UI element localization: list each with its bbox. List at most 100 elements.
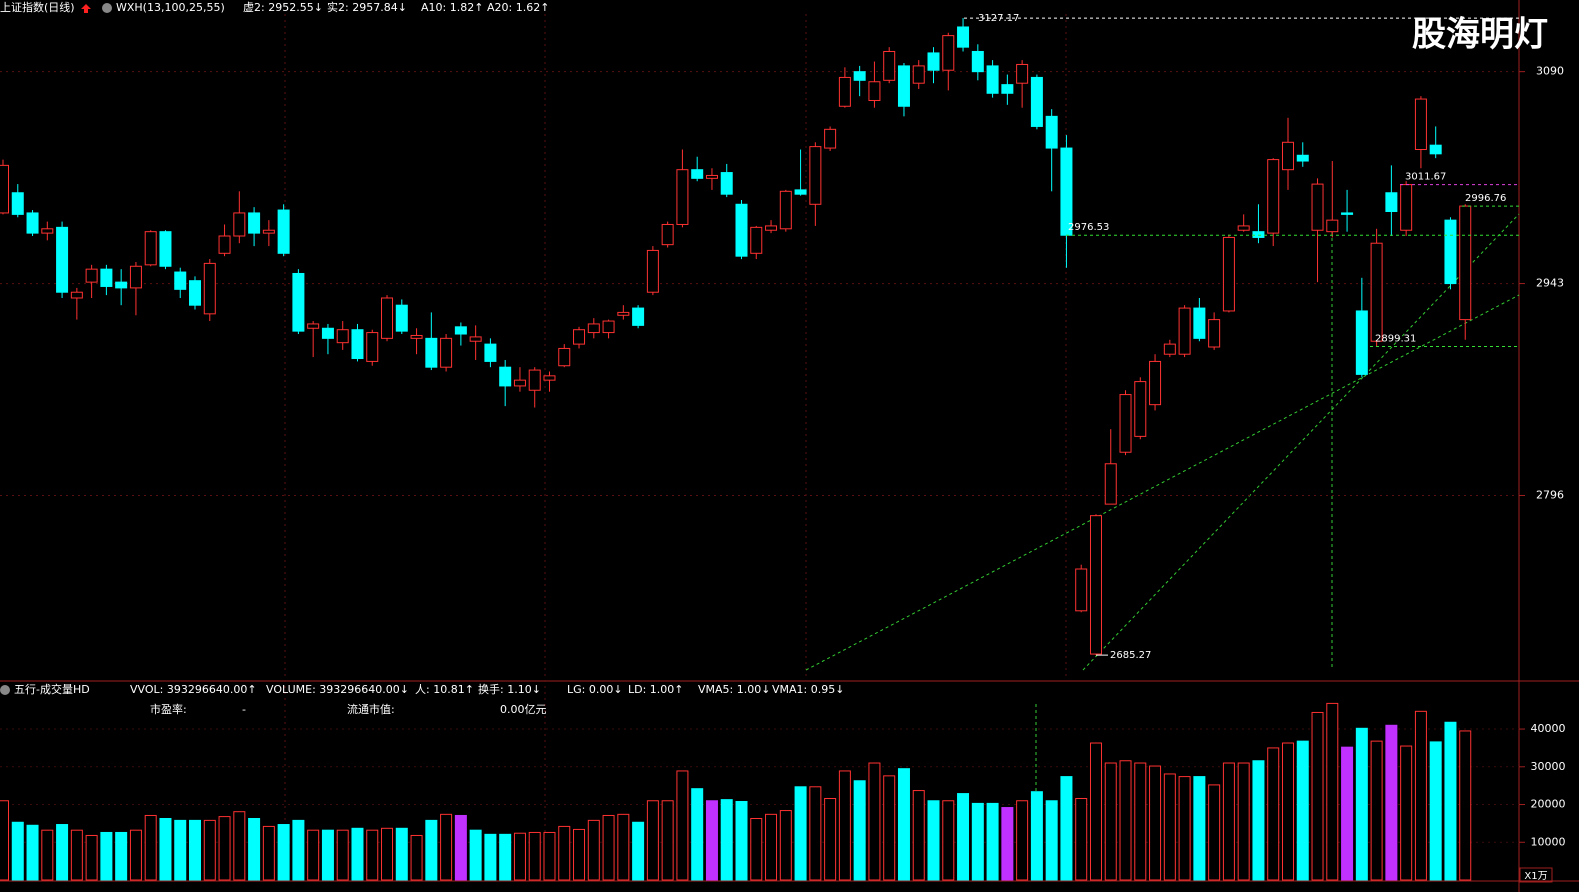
candle-body: [1400, 184, 1413, 231]
candle-body: [897, 65, 910, 107]
volume-bar: [1134, 762, 1147, 881]
candle-body: [0, 164, 9, 214]
candle-body: [1341, 212, 1354, 215]
candle-body: [1016, 63, 1029, 84]
volume-bar: [794, 786, 807, 881]
candle-body: [395, 304, 408, 332]
candle-body: [750, 226, 763, 254]
volume-bar: [1429, 741, 1442, 881]
candle-body: [1030, 76, 1043, 127]
volume-bar: [292, 819, 305, 881]
info: 流通市值:: [347, 702, 395, 716]
candle-body: [1414, 98, 1427, 151]
volume-bar: [1326, 702, 1339, 881]
volume-bar: [558, 825, 571, 881]
indicator: LG: 0.00↓: [567, 683, 623, 696]
volume-bar: [1060, 776, 1073, 881]
annotation: 3011.67: [1405, 172, 1446, 183]
trend-line: [805, 294, 1520, 671]
candle-body: [307, 323, 320, 329]
y-tick-label: 2796: [1536, 488, 1564, 501]
volume-bar: [824, 797, 837, 881]
volume-bar: [189, 819, 202, 881]
candle-body: [1104, 463, 1117, 505]
candle-body: [454, 326, 467, 335]
volume-bar: [942, 800, 955, 881]
indicator: VVOL: 393296640.00↑: [130, 683, 257, 696]
volume-bar: [218, 816, 231, 881]
candle-body: [1045, 115, 1058, 149]
volume-bar: [617, 813, 630, 881]
candle-body: [868, 81, 881, 101]
volume-bar: [410, 834, 423, 881]
candle-body: [1370, 242, 1383, 342]
volume-bar: [868, 762, 881, 881]
candle-body: [26, 212, 39, 234]
volume-bar: [115, 831, 128, 881]
volume-bar: [646, 800, 659, 881]
y-tick-label: 40000: [1531, 722, 1566, 735]
candle-body: [277, 209, 290, 254]
candle-body: [321, 327, 334, 339]
candle-body: [499, 366, 512, 387]
volume-bar: [159, 817, 172, 881]
volume-bar: [41, 829, 54, 881]
candle-body: [617, 311, 630, 316]
y-tick-label: 20000: [1531, 798, 1566, 811]
candle-body: [56, 226, 69, 293]
volume-bar: [336, 829, 349, 881]
candle-body: [735, 203, 748, 257]
candle-body: [203, 262, 216, 315]
candle-body: [366, 332, 379, 362]
volume-bar: [1149, 765, 1162, 881]
candle-body: [765, 225, 778, 231]
volume-bar: [1311, 711, 1324, 881]
volume-bar: [1119, 760, 1132, 881]
candle-body: [1075, 568, 1088, 612]
candle-body: [174, 271, 187, 290]
candle-body: [292, 272, 305, 332]
candle-body: [70, 291, 83, 299]
candle-body: [129, 265, 142, 289]
candle-body: [838, 76, 851, 107]
candle-body: [1178, 307, 1191, 355]
volume-bar: [100, 831, 113, 881]
toggle-icon: [102, 3, 112, 13]
candle-body: [1001, 84, 1014, 94]
volume-bar: [129, 829, 142, 881]
volume-bar: [1001, 807, 1014, 881]
indicator: VMA1: 0.95↓: [772, 683, 844, 696]
volume-bar: [469, 829, 482, 881]
y-tick-label: 30000: [1531, 760, 1566, 773]
toggle-icon: [0, 685, 10, 695]
volume-bar: [1030, 791, 1043, 881]
volume-bar: [691, 788, 704, 881]
y-tick-label: 2943: [1536, 277, 1564, 290]
volume-bar: [1193, 776, 1206, 881]
candle-body: [41, 228, 54, 234]
candle-body: [248, 212, 261, 234]
volume-bar: [1089, 742, 1102, 881]
volume-bar: [366, 829, 379, 881]
volume-bar: [1296, 740, 1309, 881]
volume-bar: [853, 780, 866, 881]
header-item: 虚2: 2952.55↓: [243, 1, 323, 14]
volume-bar: [1252, 760, 1265, 881]
candle-body: [602, 320, 615, 334]
volume-bar: [1355, 727, 1368, 881]
volume-bar: [248, 817, 261, 881]
volume-bar: [573, 828, 586, 881]
volume-bar: [720, 799, 733, 881]
v-grid: [284, 14, 1067, 880]
candle-body: [691, 169, 704, 179]
volume-bar: [381, 827, 394, 881]
indicator: LD: 1.00↑: [628, 683, 684, 696]
unit-box: [1519, 867, 1553, 883]
volume-bar: [1237, 762, 1250, 881]
candle-body: [1311, 183, 1324, 231]
volume-bar: [779, 810, 792, 881]
volume-bar: [1444, 721, 1457, 881]
annotation: 2976.53: [1068, 222, 1109, 233]
candle-body: [144, 231, 157, 266]
